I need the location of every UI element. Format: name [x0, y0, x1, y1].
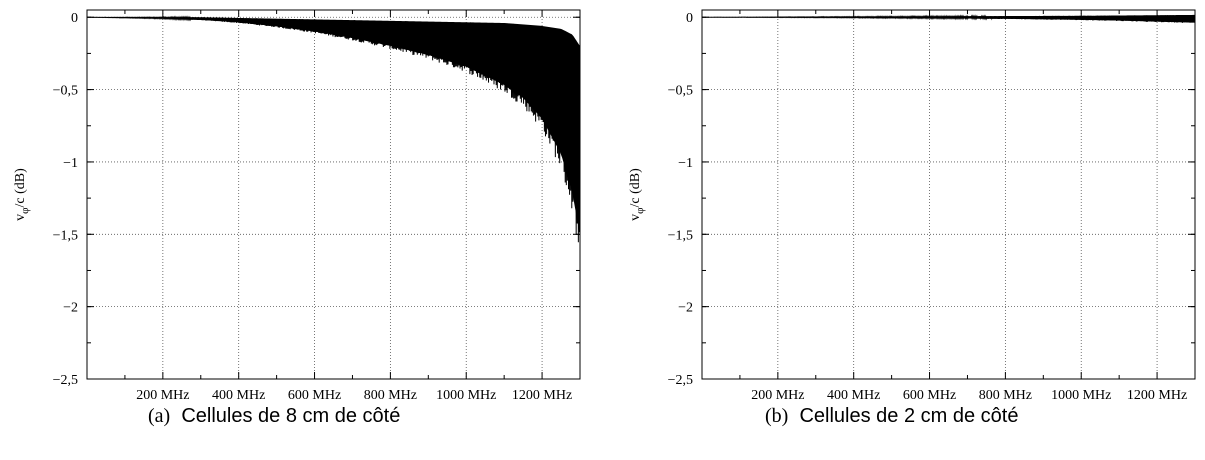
- x-tick-label: 800 MHz: [979, 388, 1032, 400]
- y-tick-label: −2: [678, 301, 693, 316]
- y-tick-label: 0: [71, 11, 78, 26]
- caption-b-tag: (b): [765, 405, 789, 427]
- series-line: [702, 14, 1196, 23]
- y-tick-label: −2,5: [53, 373, 78, 388]
- y-tick-label: −2,5: [668, 373, 693, 388]
- y-tick-label: −0,5: [53, 84, 78, 99]
- x-tick-label: 400 MHz: [212, 388, 265, 400]
- y-tick-label: 0: [686, 11, 693, 26]
- caption-a: (a) Cellules de 8 cm de côté: [148, 405, 400, 428]
- chart-panel-a: 0 −0,5 −1 −1,5 −2 −2,5 200 MHz 400 MHz 600 MHz 80…: [0, 0, 600, 460]
- x-tick-label: 600 MHz: [903, 388, 956, 400]
- x-tick-label: 600 MHz: [288, 388, 341, 400]
- x-tick-label: 200 MHz: [751, 388, 804, 400]
- chart-panel-b: 0 −0,5 −1 −1,5 −2 −2,5 200 MHz 400 MHz 600 MHz 80…: [615, 0, 1205, 460]
- y-tick-label: −0,5: [668, 84, 693, 99]
- x-tick-label: 200 MHz: [136, 388, 189, 400]
- chart-b-svg: 0 −0,5 −1 −1,5 −2 −2,5 200 MHz 400 MHz 600 MHz 80…: [628, 9, 1196, 400]
- x-tick-label: 1200 MHz: [1127, 388, 1187, 400]
- caption-a-text: Cellules de 8 cm de côté: [181, 405, 401, 427]
- x-tick-label: 1000 MHz: [436, 388, 496, 400]
- x-tick-label: 400 MHz: [827, 388, 880, 400]
- chart-a-svg: 0 −0,5 −1 −1,5 −2 −2,5 200 MHz 400 MHz 600 MHz 80…: [13, 9, 581, 400]
- y-tick-label: −1,5: [668, 228, 693, 243]
- series-band: [87, 17, 580, 237]
- y-tick-label: −1: [63, 156, 78, 171]
- y-tick-label: −1,5: [53, 228, 78, 243]
- caption-a-tag: (a): [148, 405, 171, 427]
- plot-frame: [86, 9, 581, 380]
- y-tick-label: −2: [63, 301, 78, 316]
- y-axis-label: vφ/c (dB): [13, 168, 31, 221]
- series-line: [86, 15, 581, 243]
- caption-b: (b) Cellules de 2 cm de côté: [765, 405, 1018, 428]
- plot-frame: [701, 9, 1196, 380]
- series-band: [702, 14, 1195, 23]
- x-tick-label: 800 MHz: [364, 388, 417, 400]
- x-tick-label: 1000 MHz: [1051, 388, 1111, 400]
- y-axis-label: vφ/c (dB): [628, 168, 646, 221]
- y-tick-label: −1: [678, 156, 693, 171]
- x-tick-label: 1200 MHz: [512, 388, 572, 400]
- caption-b-text: Cellules de 2 cm de côté: [799, 405, 1019, 427]
